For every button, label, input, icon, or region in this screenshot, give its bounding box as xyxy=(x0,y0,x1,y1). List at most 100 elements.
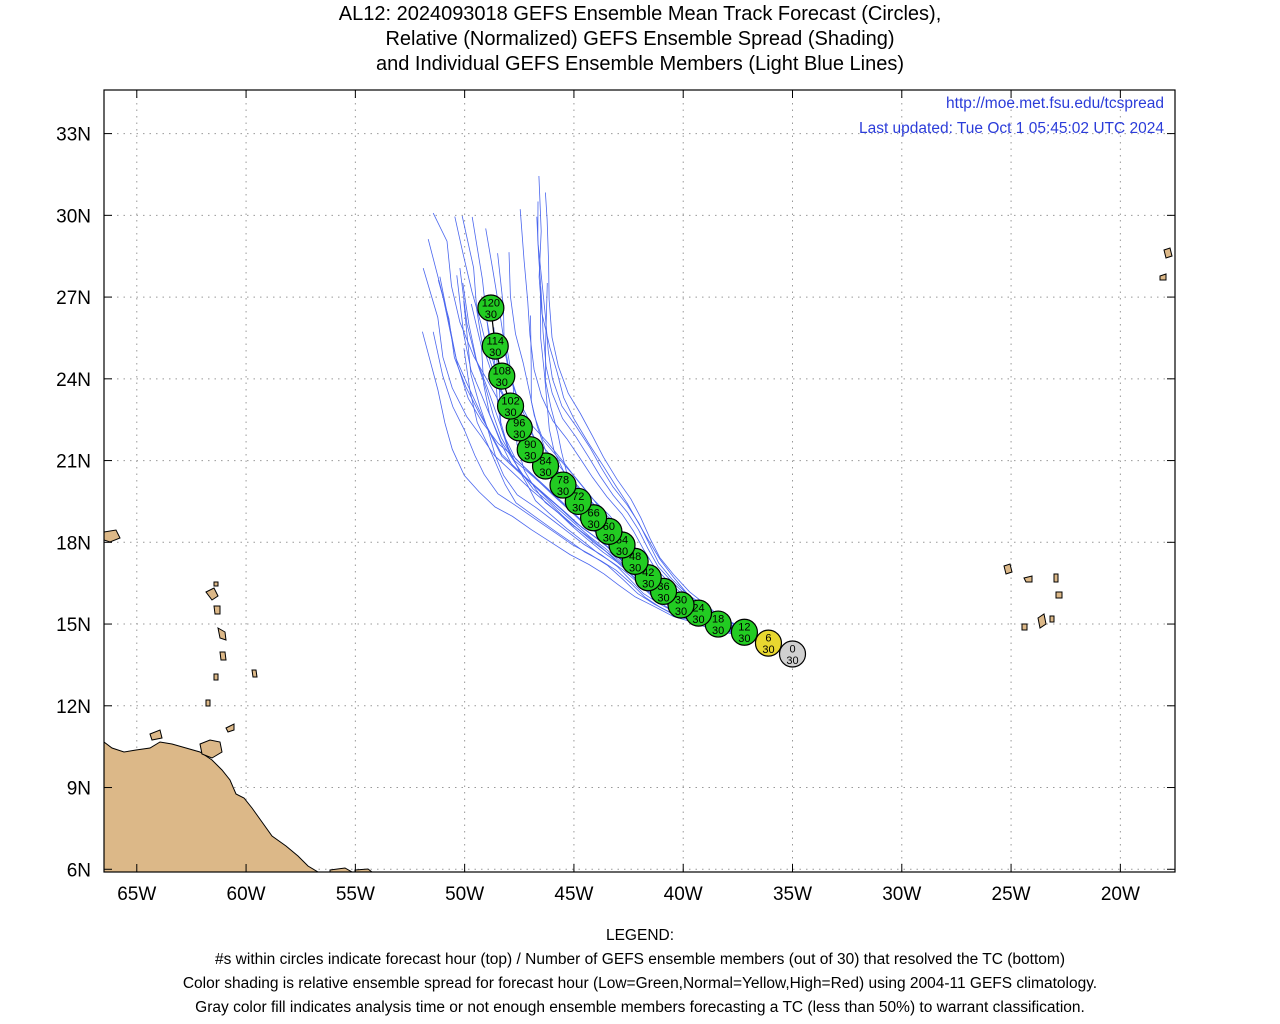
forecast-hour-label: 108 xyxy=(493,366,511,378)
forecast-hour-label: 66 xyxy=(587,507,599,519)
forecast-hour-label: 24 xyxy=(692,603,704,615)
forecast-point-0h: 030 xyxy=(778,640,807,668)
lat-tick-label: 21N xyxy=(56,452,91,473)
member-count-label: 30 xyxy=(642,579,654,591)
forecast-hour-label: 12 xyxy=(738,622,750,634)
plot-background xyxy=(104,90,1175,872)
margarita-island xyxy=(149,729,163,741)
member-count-label: 30 xyxy=(489,347,501,359)
lon-tick-label: 65W xyxy=(117,884,156,905)
member-count-label: 30 xyxy=(738,633,750,645)
south-america-land xyxy=(104,741,319,872)
chart-title: AL12: 2024093018 GEFS Ensemble Mean Trac… xyxy=(0,2,1280,77)
member-count-label: 30 xyxy=(587,519,599,531)
forecast-hour-label: 60 xyxy=(603,521,615,533)
lat-tick-label: 15N xyxy=(56,615,91,636)
forecast-hour-label: 30 xyxy=(675,594,687,606)
member-count-label: 30 xyxy=(786,655,798,667)
martinique-island xyxy=(217,627,227,641)
member-count-label: 30 xyxy=(539,467,551,479)
lat-tick-label: 30N xyxy=(56,206,91,227)
member-count-label: 30 xyxy=(629,562,641,574)
trinidad-island xyxy=(199,739,223,759)
forecast-circle xyxy=(730,618,759,646)
lat-tick-label: 9N xyxy=(67,779,91,800)
lat-tick-label: 27N xyxy=(56,288,91,309)
cape-verde-santo-antao xyxy=(1003,563,1013,575)
lon-tick-label: 30W xyxy=(882,884,921,905)
member-count-label: 30 xyxy=(485,309,497,321)
forecast-hour-label: 36 xyxy=(657,581,669,593)
st-vincent-island xyxy=(213,673,219,681)
title-line-3: and Individual GEFS Ensemble Members (Li… xyxy=(375,53,905,75)
member-count-label: 30 xyxy=(675,606,687,618)
member-count-label: 30 xyxy=(572,502,584,514)
member-count-label: 30 xyxy=(557,486,569,498)
forecast-circle xyxy=(754,629,783,657)
cape-verde-sao-nicolau xyxy=(1023,575,1033,583)
lat-tick-label: 6N xyxy=(67,860,91,881)
lon-tick-label: 50W xyxy=(445,884,484,905)
cape-verde-santiago xyxy=(1037,613,1047,629)
forecast-circle xyxy=(477,294,505,322)
forecast-hour-label: 0 xyxy=(789,644,795,656)
antigua-island xyxy=(213,581,219,587)
source-url-link[interactable]: http://moe.met.fsu.edu/tcspread xyxy=(946,95,1164,112)
member-count-label: 30 xyxy=(762,644,774,656)
lat-tick-label: 12N xyxy=(56,697,91,718)
lon-tick-label: 60W xyxy=(227,884,266,905)
lon-tick-label: 35W xyxy=(773,884,812,905)
mean-track: 0306301230183024303030363042304830543060… xyxy=(477,294,807,668)
dominica-island xyxy=(213,605,221,615)
lat-tick-label: 33N xyxy=(56,125,91,146)
forecast-hour-label: 78 xyxy=(557,475,569,487)
member-count-label: 30 xyxy=(504,407,516,419)
forecast-hour-label: 18 xyxy=(712,614,724,626)
cape-verde-sal xyxy=(1053,573,1059,583)
legend-heading: LEGEND: xyxy=(605,927,675,944)
cape-verde-boa-vista xyxy=(1055,591,1063,599)
forecast-hour-label: 90 xyxy=(524,439,536,451)
cape-verde-maio xyxy=(1049,615,1055,623)
title-line-1: AL12: 2024093018 GEFS Ensemble Mean Trac… xyxy=(338,3,942,25)
ensemble-member-line xyxy=(422,331,793,655)
puerto-rico-island xyxy=(104,529,121,543)
forecast-hour-label: 84 xyxy=(539,456,551,468)
member-count-label: 30 xyxy=(712,625,724,637)
canary-island-2 xyxy=(1159,273,1167,281)
forecast-circle xyxy=(778,640,807,668)
member-count-label: 30 xyxy=(603,532,615,544)
forecast-circle xyxy=(516,436,544,464)
member-count-label: 30 xyxy=(524,451,536,463)
member-count-label: 30 xyxy=(616,546,628,558)
st-lucia-island xyxy=(219,651,227,661)
lon-tick-label: 25W xyxy=(992,884,1031,905)
forecast-circle xyxy=(481,332,509,360)
lon-tick-label: 20W xyxy=(1101,884,1140,905)
forecast-hour-label: 102 xyxy=(501,396,519,408)
forecast-circle xyxy=(496,392,525,420)
lon-tick-label: 40W xyxy=(664,884,703,905)
forecast-hour-label: 114 xyxy=(486,336,504,348)
canary-island-1 xyxy=(1163,247,1173,259)
forecast-hour-label: 72 xyxy=(572,491,584,503)
barbados-island xyxy=(251,669,258,678)
member-count-label: 30 xyxy=(496,377,508,389)
lat-tick-label: 24N xyxy=(56,370,91,391)
forecast-circle xyxy=(488,362,516,390)
grenada-island xyxy=(205,699,211,707)
ensemble-member-line xyxy=(545,192,793,655)
legend-line-3: Gray color fill indicates analysis time … xyxy=(195,999,1085,1016)
tobago-island xyxy=(225,723,235,733)
member-count-label: 30 xyxy=(513,429,525,441)
cape-verde-fogo xyxy=(1021,623,1028,631)
legend-line-2: Color shading is relative ensemble sprea… xyxy=(182,975,1098,992)
guadeloupe-island xyxy=(205,587,219,601)
